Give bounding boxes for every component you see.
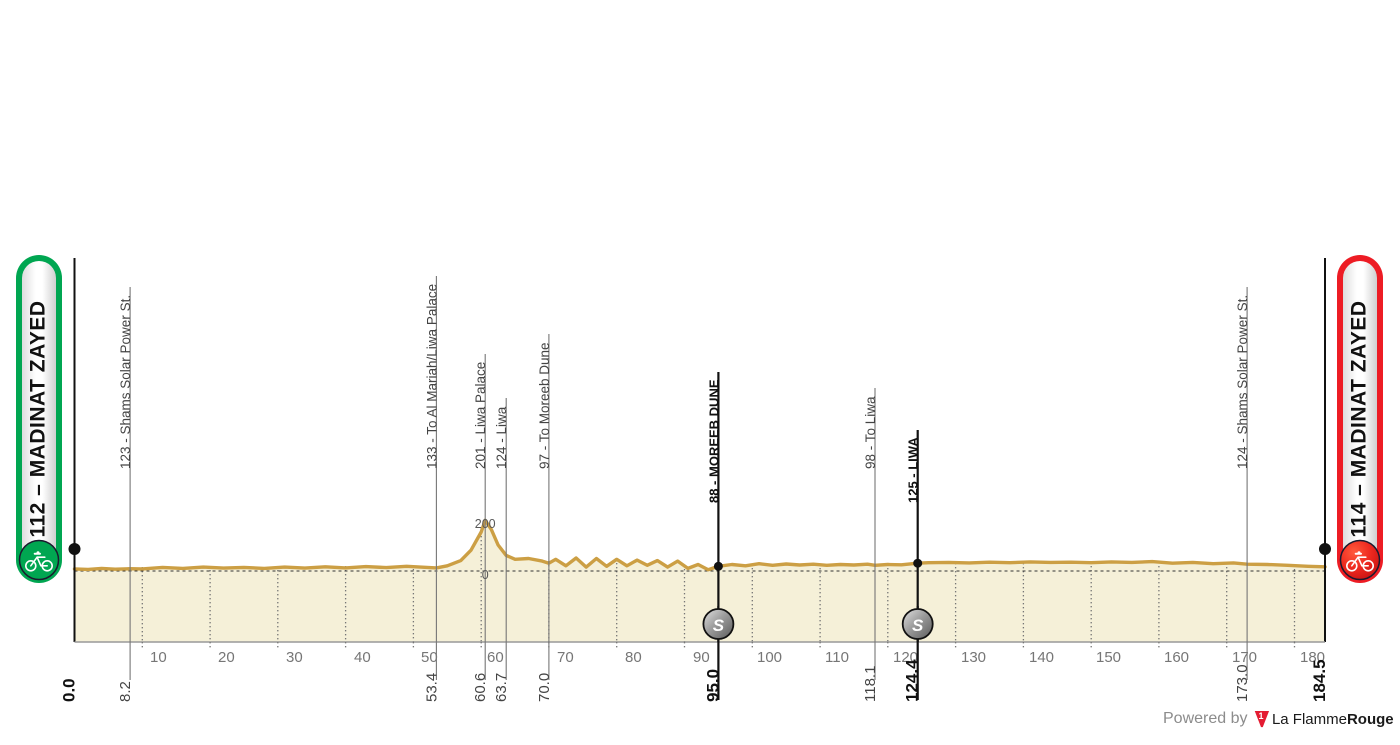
svg-text:10: 10 <box>150 649 167 666</box>
svg-text:160: 160 <box>1164 649 1189 666</box>
svg-text:110: 110 <box>825 649 849 666</box>
svg-text:40: 40 <box>354 649 371 666</box>
svg-text:100: 100 <box>757 649 782 666</box>
svg-text:125 - LIWA: 125 - LIWA <box>906 437 921 503</box>
svg-text:201 - Liwa Palace: 201 - Liwa Palace <box>473 362 488 469</box>
svg-text:200: 200 <box>475 517 496 531</box>
svg-text:123 - Shams Solar Power St.: 123 - Shams Solar Power St. <box>118 295 133 469</box>
svg-text:98 - To Liwa: 98 - To Liwa <box>863 396 878 469</box>
svg-text:124 - Shams Solar Power St.: 124 - Shams Solar Power St. <box>1235 295 1250 469</box>
svg-text:1: 1 <box>1258 711 1263 721</box>
svg-text:173.0: 173.0 <box>1234 664 1251 702</box>
svg-text:80: 80 <box>625 649 642 666</box>
svg-text:63.7: 63.7 <box>493 673 510 702</box>
svg-text:133 - To Al Mariah/Liwa Palace: 133 - To Al Mariah/Liwa Palace <box>424 284 439 469</box>
svg-text:70.0: 70.0 <box>536 673 553 702</box>
svg-text:20: 20 <box>218 649 235 666</box>
svg-text:124.4: 124.4 <box>903 659 922 702</box>
svg-text:170: 170 <box>1232 649 1257 666</box>
svg-text:8.2: 8.2 <box>117 681 134 702</box>
svg-text:130: 130 <box>961 649 986 666</box>
svg-text:60: 60 <box>487 649 504 666</box>
svg-text:90: 90 <box>693 649 710 666</box>
svg-text:53.4: 53.4 <box>423 673 440 702</box>
svg-text:30: 30 <box>286 649 303 666</box>
svg-text:0: 0 <box>482 568 489 582</box>
svg-text:S: S <box>912 616 924 635</box>
svg-text:88 - MOREEB DUNE: 88 - MOREEB DUNE <box>706 379 721 503</box>
svg-text:60.6: 60.6 <box>472 673 489 702</box>
svg-text:0.0: 0.0 <box>60 678 79 702</box>
svg-text:95.0: 95.0 <box>703 669 722 702</box>
svg-text:70: 70 <box>557 649 574 666</box>
svg-text:S: S <box>713 616 725 635</box>
svg-text:124 - Liwa: 124 - Liwa <box>494 406 509 469</box>
svg-text:184.5: 184.5 <box>1310 659 1329 702</box>
svg-text:150: 150 <box>1096 649 1121 666</box>
svg-text:97 - To Moreeb Dune: 97 - To Moreeb Dune <box>537 342 552 469</box>
svg-text:118.1: 118.1 <box>862 666 879 702</box>
svg-text:50: 50 <box>421 649 438 666</box>
svg-text:140: 140 <box>1029 649 1054 666</box>
